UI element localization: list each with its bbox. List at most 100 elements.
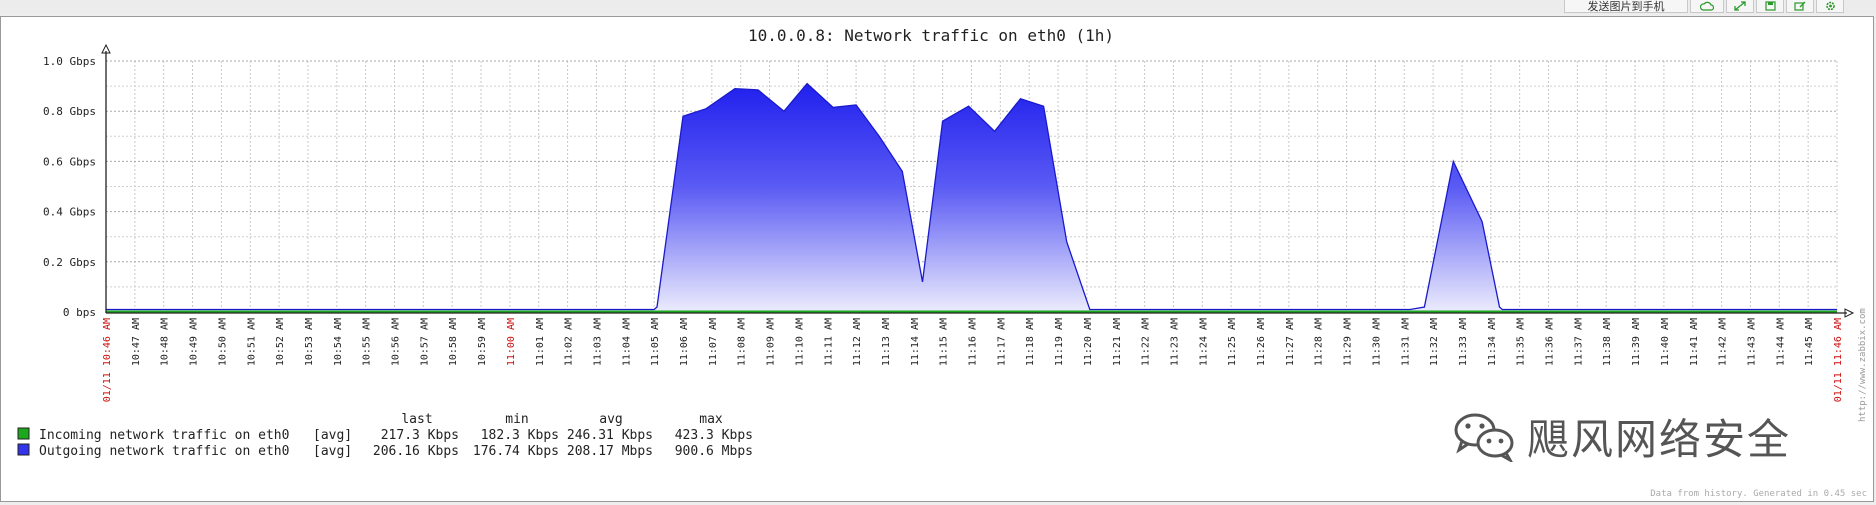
x-tick-label: 11:23 AM — [1169, 318, 1180, 366]
x-tick-label: 10:53 AM — [304, 318, 315, 366]
legend-value: 900.6 Mbps — [675, 444, 753, 459]
side-url-text: http://www.zabbix.com — [1858, 308, 1868, 422]
x-tick-label: 11:07 AM — [708, 318, 719, 366]
x-tick-label: 11:41 AM — [1689, 318, 1700, 366]
legend-value: 176.74 Kbps — [473, 444, 559, 459]
cloud-button[interactable] — [1690, 0, 1724, 13]
x-tick-label: 11:06 AM — [679, 318, 690, 366]
x-tick-label: 11:44 AM — [1775, 318, 1786, 366]
x-tick-label: 11:03 AM — [592, 318, 603, 366]
x-tick-label: 11:34 AM — [1487, 318, 1498, 366]
y-tick-label: 0.8 Gbps — [43, 105, 96, 118]
x-tick-label: 11:11 AM — [823, 318, 834, 366]
chart-title: 10.0.0.8: Network traffic on eth0 (1h) — [748, 26, 1114, 45]
save-button[interactable] — [1756, 0, 1784, 13]
legend-header: min — [505, 412, 528, 427]
legend-value: 206.16 Kbps — [373, 444, 459, 459]
x-tick-label: 10:55 AM — [362, 318, 373, 366]
edit-button[interactable] — [1786, 0, 1814, 13]
x-tick-label: 10:47 AM — [131, 318, 142, 366]
y-axis: 0 bps 0.2 Gbps 0.4 Gbps 0.6 Gbps 0.8 Gbps 1.0… — [43, 55, 96, 319]
x-tick-label: 11:19 AM — [1054, 318, 1065, 366]
x-tick-label: 01/11 11:46 AM — [1833, 318, 1844, 402]
x-tick-label: 10:49 AM — [189, 318, 200, 366]
legend-value: 423.3 Kbps — [675, 428, 753, 443]
edit-icon — [1794, 1, 1806, 11]
graph-frame: 10.0.0.8: Network traffic on eth0 (1h) 0… — [0, 16, 1874, 502]
x-tick-label: 11:30 AM — [1371, 318, 1382, 366]
x-tick-label: 11:02 AM — [564, 318, 575, 366]
x-tick-label: 11:35 AM — [1516, 318, 1527, 366]
legend-series-name: Incoming network traffic on eth0 — [39, 428, 289, 443]
cloud-icon — [1700, 1, 1714, 11]
x-tick-label: 11:28 AM — [1314, 318, 1325, 366]
x-tick-label: 11:25 AM — [1227, 318, 1238, 366]
legend-value: 246.31 Kbps — [567, 428, 653, 443]
legend-header: max — [699, 412, 723, 427]
legend-value: 182.3 Kbps — [481, 428, 559, 443]
y-tick-label: 0 bps — [63, 306, 96, 319]
x-tick-label: 11:31 AM — [1400, 318, 1411, 366]
chart-axes — [101, 43, 1855, 318]
x-tick-label: 11:43 AM — [1746, 318, 1757, 366]
x-tick-label: 11:14 AM — [910, 318, 921, 366]
x-tick-label: 10:58 AM — [448, 318, 459, 366]
x-tick-label: 11:01 AM — [535, 318, 546, 366]
x-tick-label: 11:16 AM — [968, 318, 979, 366]
incoming-line — [106, 310, 1837, 313]
x-tick-label: 11:27 AM — [1285, 318, 1296, 366]
x-axis-arrow — [1844, 308, 1855, 318]
x-tick-label: 11:38 AM — [1602, 318, 1613, 366]
x-tick-label: 11:10 AM — [794, 318, 805, 366]
x-tick-label: 11:05 AM — [650, 318, 661, 366]
network-traffic-chart: 10.0.0.8: Network traffic on eth0 (1h) 0… — [17, 26, 1868, 499]
legend-swatch — [17, 443, 30, 456]
x-axis: 01/11 10:46 AM 10:47 AM 10:48 AM 10:49 AM 10… — [102, 318, 1844, 402]
outgoing-area — [106, 83, 1837, 312]
y-tick-label: 1.0 Gbps — [43, 55, 96, 68]
x-tick-label: 11:00 AM — [506, 318, 517, 366]
outgoing-line — [106, 82, 1837, 311]
x-tick-label: 11:39 AM — [1631, 318, 1642, 366]
settings-icon — [1825, 1, 1835, 11]
x-tick-label: 11:24 AM — [1198, 318, 1209, 366]
x-tick-label: 11:08 AM — [737, 318, 748, 366]
save-icon — [1764, 1, 1776, 11]
watermark-text: 飓风网络安全 — [1527, 414, 1792, 464]
legend-value: 208.17 Mbps — [567, 444, 653, 459]
legend-header: avg — [599, 412, 622, 427]
x-tick-label: 11:17 AM — [996, 318, 1007, 366]
legend-swatch — [17, 427, 30, 440]
x-tick-label: 11:21 AM — [1112, 318, 1123, 366]
x-tick-label: 11:42 AM — [1718, 318, 1729, 366]
expand-icon — [1734, 1, 1746, 11]
footer-text: Data from history. Generated in 0.45 sec — [1650, 489, 1867, 499]
x-tick-label: 11:04 AM — [621, 318, 632, 366]
send-to-phone-button[interactable]: 发送图片到手机 — [1564, 0, 1688, 13]
chart-series — [106, 82, 1837, 313]
settings-button[interactable] — [1816, 0, 1844, 13]
watermark: 飓风网络安全 — [1453, 410, 1791, 464]
toolbar: 发送图片到手机 — [0, 0, 1876, 14]
x-tick-label: 11:20 AM — [1083, 318, 1094, 366]
x-tick-label: 10:56 AM — [391, 318, 402, 366]
x-tick-label: 11:26 AM — [1256, 318, 1267, 366]
x-tick-label: 10:57 AM — [419, 318, 430, 366]
x-tick-label: 10:48 AM — [160, 318, 171, 366]
x-tick-label: 11:13 AM — [881, 318, 892, 366]
x-tick-label: 10:51 AM — [246, 318, 257, 366]
x-tick-label: 11:12 AM — [852, 318, 863, 366]
x-tick-label: 10:59 AM — [477, 318, 488, 366]
x-tick-label: 10:54 AM — [333, 318, 344, 366]
expand-button[interactable] — [1726, 0, 1754, 13]
x-tick-label: 11:37 AM — [1573, 318, 1584, 366]
x-tick-label: 11:29 AM — [1343, 318, 1354, 366]
x-tick-label: 11:36 AM — [1545, 318, 1556, 366]
y-tick-label: 0.2 Gbps — [43, 256, 96, 269]
x-tick-label: 11:33 AM — [1458, 318, 1469, 366]
x-tick-label: 11:09 AM — [766, 318, 777, 366]
x-tick-label: 10:50 AM — [217, 318, 228, 366]
chart-legend: last min avg max Incoming network traffic on… — [17, 412, 753, 459]
send-to-phone-label: 发送图片到手机 — [1587, 0, 1665, 13]
legend-header: last — [401, 412, 432, 427]
